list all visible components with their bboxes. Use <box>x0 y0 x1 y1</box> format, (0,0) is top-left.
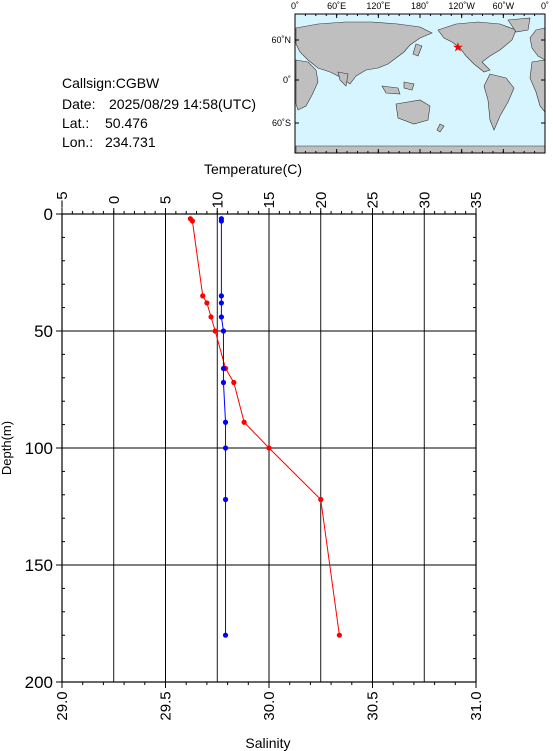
map-lat-label: 60˚S <box>272 118 291 128</box>
temperature-tick-label: 30 <box>416 192 433 209</box>
depth-axis: 0 50 100 150 200 <box>25 205 62 692</box>
temperature-tick-label: 15 <box>261 192 278 209</box>
map-lon-label: 120˚E <box>366 1 390 11</box>
map-lat-label: 60˚N <box>271 35 291 45</box>
lat-label: Lat.: <box>62 115 90 131</box>
map-lon-label: 0˚ <box>291 1 299 11</box>
temperature-data-point <box>200 293 206 299</box>
map-longitude-labels: 0˚ 60˚E 120˚E 180˚ 120˚W 60˚W 0˚ <box>291 1 549 11</box>
map-lon-label: 120˚W <box>448 1 475 11</box>
salinity-axis-title: Salinity <box>245 735 290 751</box>
salinity-tick-label: 29.0 <box>54 691 71 720</box>
salinity-tick-label: 30.5 <box>365 691 382 720</box>
map-lon-label: 180˚ <box>411 1 429 11</box>
date-line: Date: 2025/08/29 14:58(UTC) <box>62 95 256 113</box>
map-lon-label: 60˚E <box>327 1 346 11</box>
temperature-data-point <box>241 419 247 425</box>
salinity-data-point <box>222 632 229 638</box>
depth-axis-title: Depth(m) <box>0 421 14 475</box>
temperature-data-point <box>231 379 237 386</box>
temperature-data-point <box>318 496 324 503</box>
lon-value: 234.731 <box>105 134 156 150</box>
depth-tick-label: 200 <box>25 673 53 692</box>
map-lon-label: 60˚W <box>493 1 515 11</box>
depth-tick-label: 50 <box>34 322 53 341</box>
temperature-tick-label: 5 <box>158 196 175 204</box>
profile-series <box>187 216 342 638</box>
location-map: 0˚ 60˚E 120˚E 180˚ 120˚W 60˚W 0˚ 60˚N 0˚ 60˚S ★ <box>271 1 549 154</box>
temperature-data-point <box>212 328 218 334</box>
depth-tick-label: 100 <box>25 439 53 458</box>
temperature-axis: −5 0 5 10 15 20 25 30 35 <box>54 191 485 214</box>
salinity-tick-label: 30.0 <box>261 691 278 720</box>
callsign-label: Callsign: <box>62 75 116 91</box>
temperature-data-point <box>336 632 342 638</box>
lon-line: Lon.: 234.731 <box>62 133 156 151</box>
salinity-data-point <box>218 300 224 306</box>
map-landmasses <box>295 17 546 154</box>
temperature-data-point <box>204 300 210 306</box>
salinity-data-point <box>220 365 227 372</box>
temperature-axis-title: Temperature(C) <box>204 161 302 177</box>
temperature-tick-label: 35 <box>468 192 485 209</box>
temperature-tick-label: 20 <box>313 192 330 209</box>
salinity-data-point <box>220 328 227 334</box>
date-label: Date: <box>62 96 96 112</box>
map-latitude-labels: 60˚N 0˚ 60˚S <box>271 35 291 128</box>
salinity-data-point <box>222 419 229 425</box>
salinity-axis: 29.0 29.5 30.0 30.5 31.0 <box>54 682 485 721</box>
date-value: 2025/08/29 14:58(UTC) <box>109 96 257 112</box>
salinity-tick-label: 29.5 <box>158 691 175 720</box>
map-frame-ticks <box>294 14 546 153</box>
depth-minor-ticks <box>62 213 476 683</box>
salinity-data-point <box>218 314 224 320</box>
depth-tick-label: 150 <box>25 556 53 575</box>
lon-label: Lon.: <box>62 134 94 150</box>
lat-line: Lat.: 50.476 <box>62 114 148 132</box>
depth-tick-label: 0 <box>44 205 53 224</box>
salinity-data-point <box>218 293 224 299</box>
temperature-tick-label: −5 <box>54 191 71 208</box>
map-lon-label: 0˚ <box>541 1 549 11</box>
temperature-data-point <box>266 445 272 451</box>
temperature-tick-label: 0 <box>106 196 123 204</box>
salinity-data-point <box>222 445 229 451</box>
salinity-data-point <box>218 218 224 224</box>
temperature-tick-label: 10 <box>209 192 226 209</box>
callsign-value: CGBW <box>115 75 160 91</box>
salinity-data-point <box>222 496 229 503</box>
salinity-tick-label: 31.0 <box>468 691 485 720</box>
temperature-tick-label: 25 <box>365 192 382 209</box>
temperature-data-point <box>208 314 214 320</box>
callsign-line: Callsign:CGBW <box>62 74 159 92</box>
temperature-data-point <box>189 218 196 224</box>
salinity-data-point <box>220 379 227 386</box>
map-lat-label: 0˚ <box>283 75 291 85</box>
lat-value: 50.476 <box>105 115 148 131</box>
salinity-profile-line <box>220 218 227 636</box>
station-marker: ★ <box>452 39 464 54</box>
temperature-profile-line <box>189 218 340 636</box>
